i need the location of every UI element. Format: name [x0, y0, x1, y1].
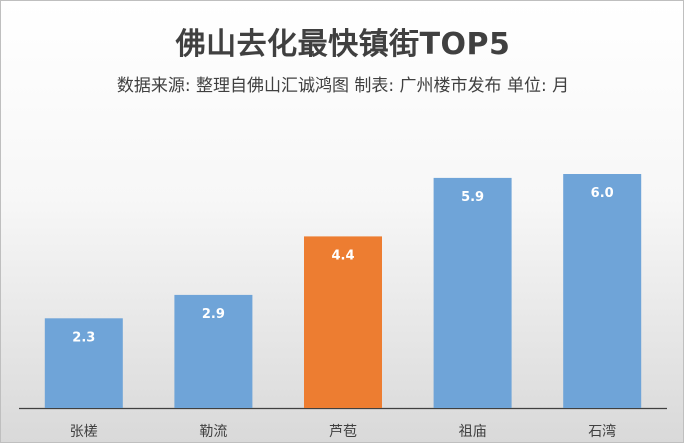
x-tick-label-3: 祖庙 — [459, 424, 487, 440]
x-tick-label-1: 勒流 — [199, 424, 227, 440]
x-tick-label-2: 芦苞 — [329, 423, 357, 440]
chart-title: 佛山去化最快镇街TOP5 — [175, 27, 511, 62]
bar-1 — [174, 294, 253, 408]
bar-value-label-2: 4.4 — [331, 248, 354, 263]
bar-2 — [304, 236, 382, 408]
bar-value-label-1: 2.9 — [202, 307, 225, 322]
bar-value-label-0: 2.3 — [72, 330, 95, 345]
bar-3 — [433, 177, 512, 408]
chart-subtitle: 数据来源: 整理自佛山汇诚鸿图 制表: 广州楼市发布 单位: 月 — [116, 76, 570, 96]
bar-4 — [563, 174, 642, 408]
x-tick-label-4: 石湾 — [588, 423, 616, 440]
bar-value-label-3: 5.9 — [461, 190, 484, 205]
x-tick-label-0: 张槎 — [70, 424, 98, 440]
bar-value-label-4: 6.0 — [591, 186, 614, 201]
bar-0 — [44, 318, 123, 408]
